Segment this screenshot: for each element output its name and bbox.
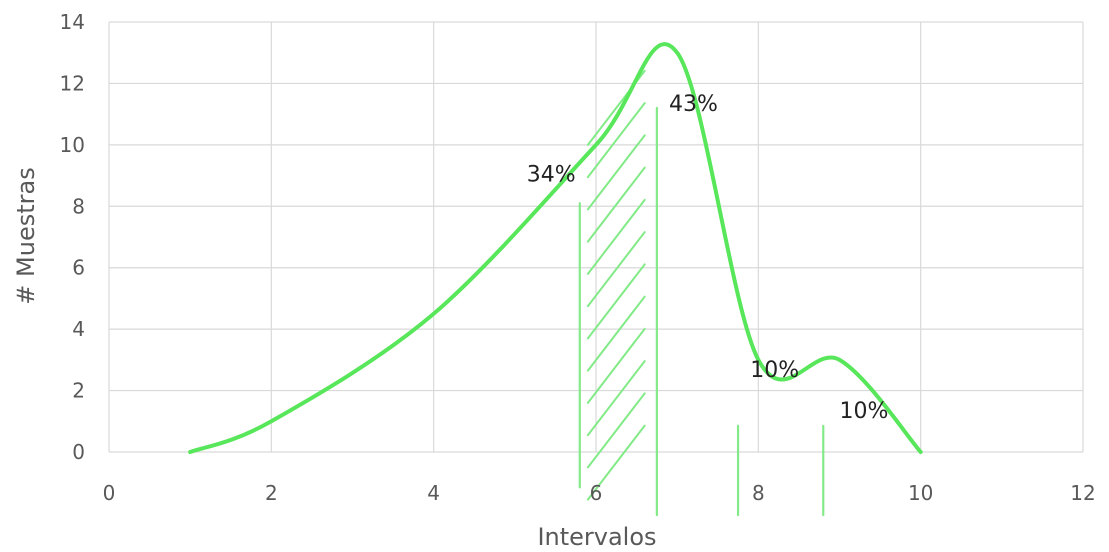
annotation-label: 43% xyxy=(669,92,718,117)
hatch-mark xyxy=(586,102,646,179)
y-tick-label: 4 xyxy=(72,317,85,341)
reference-lines-layer xyxy=(578,106,825,517)
hatch-mark xyxy=(586,327,646,404)
hatch-mark xyxy=(586,424,646,501)
annotation-layer: 34% 43% 10% 10% xyxy=(527,92,889,424)
x-tick-label: 12 xyxy=(1070,481,1095,505)
y-tick-label: 8 xyxy=(72,194,85,218)
x-tick-label: 4 xyxy=(427,481,440,505)
y-axis-title: # Muestras xyxy=(12,167,40,304)
hatch-mark xyxy=(586,360,646,437)
hatch-mark xyxy=(586,198,646,275)
y-tick-label: 6 xyxy=(72,256,85,280)
y-tick-label: 2 xyxy=(72,379,85,403)
hatch-mark xyxy=(586,392,646,469)
tick-label-layer: 0 2 4 6 8 10 12 0 2 4 6 8 10 12 14 xyxy=(60,10,1096,505)
y-tick-label: 14 xyxy=(60,10,85,34)
x-axis-title: Intervalos xyxy=(537,523,656,551)
annotation-label: 34% xyxy=(527,163,576,188)
shading-layer xyxy=(586,69,646,501)
x-tick-label: 6 xyxy=(590,481,603,505)
hatch-mark xyxy=(586,134,646,211)
grid-layer xyxy=(108,21,1084,453)
y-tick-label: 10 xyxy=(60,133,85,157)
x-tick-label: 0 xyxy=(103,481,116,505)
y-tick-label: 0 xyxy=(72,440,85,464)
x-tick-label: 2 xyxy=(265,481,278,505)
hatch-mark xyxy=(586,263,646,340)
x-tick-label: 8 xyxy=(752,481,765,505)
hatch-mark xyxy=(586,231,646,308)
series-layer xyxy=(188,42,923,454)
annotation-label: 10% xyxy=(750,358,799,383)
data-points-layer xyxy=(190,53,921,452)
y-tick-label: 12 xyxy=(60,71,85,95)
annotation-label: 10% xyxy=(840,399,889,424)
series-line xyxy=(188,42,923,454)
hatch-mark xyxy=(586,166,646,243)
hatch-mark xyxy=(586,295,646,372)
x-tick-label: 10 xyxy=(908,481,933,505)
